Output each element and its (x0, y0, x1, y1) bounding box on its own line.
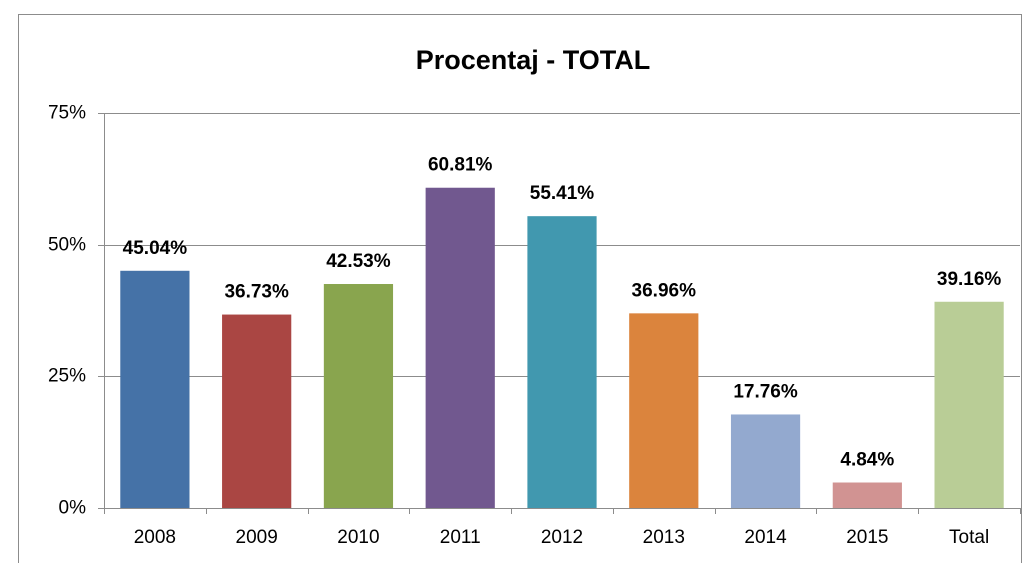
bar (832, 482, 902, 508)
x-tick-label: 2012 (541, 527, 583, 548)
value-label: 4.84% (840, 450, 894, 471)
value-label: 36.73% (224, 282, 289, 303)
bar (527, 216, 597, 508)
bar (222, 314, 292, 508)
bar (425, 187, 495, 508)
bar (629, 313, 699, 508)
value-label: 45.04% (123, 238, 188, 259)
bar (934, 301, 1004, 508)
bar (730, 414, 801, 508)
x-tick-label: 2013 (643, 527, 685, 548)
value-label: 36.96% (632, 280, 697, 301)
y-tick-label: 25% (48, 366, 86, 387)
bar (323, 284, 394, 508)
x-tick-label: 2009 (236, 527, 278, 548)
x-tick-label: 2014 (744, 527, 787, 548)
x-tick-label: 2015 (846, 527, 888, 548)
x-tick-label: 2008 (134, 527, 176, 548)
y-tick-label: 0% (59, 498, 87, 519)
value-label: 60.81% (428, 155, 493, 176)
x-tick-label: Total (949, 527, 989, 548)
value-label: 42.53% (326, 251, 391, 272)
value-label: 55.41% (530, 183, 595, 204)
value-label: 17.76% (733, 381, 798, 402)
y-tick-label: 75% (48, 103, 86, 124)
x-tick-label: 2011 (440, 527, 481, 548)
bar (120, 270, 190, 508)
x-tick-label: 2010 (337, 527, 379, 548)
value-label: 39.16% (937, 269, 1002, 290)
y-tick-label: 50% (48, 235, 86, 256)
chart-title: Procentaj - TOTAL (416, 45, 651, 75)
